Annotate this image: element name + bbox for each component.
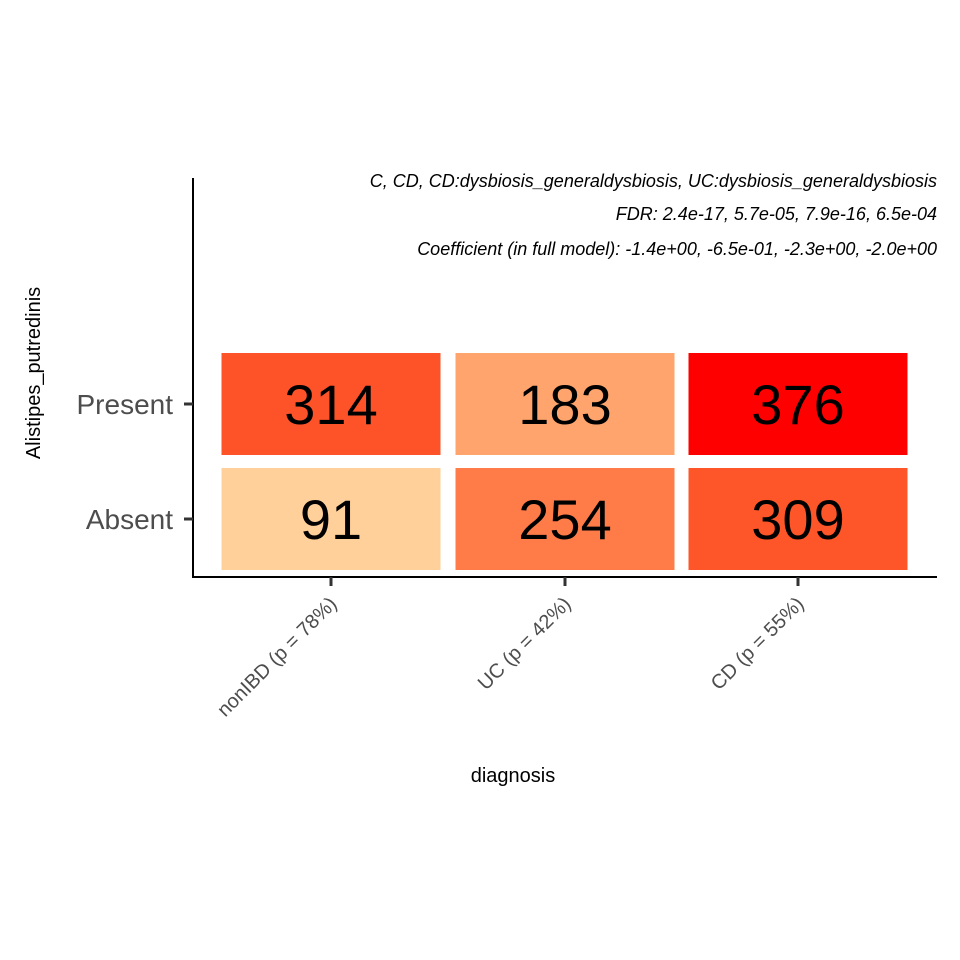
heatmap-cell-present-3 (688, 353, 908, 455)
heatmap-cell-absent-1 (221, 468, 441, 570)
cell-value-label: 254 (518, 488, 611, 551)
subtitle-line-fdr: FDR: 2.4e-17, 5.7e-05, 7.9e-16, 6.5e-04 (616, 204, 937, 224)
heatmap-cell-present-2 (455, 353, 675, 455)
y-tick-label-absent: Absent (86, 504, 173, 535)
y-axis-ticks: Present Absent (77, 389, 193, 535)
subtitle-line-terms: C, CD, CD:dysbiosis_generaldysbiosis, UC… (370, 171, 937, 191)
x-axis-title: diagnosis (471, 765, 556, 787)
heatmap-cell-absent-3 (688, 468, 908, 570)
cell-value-label: 183 (518, 373, 611, 436)
y-tick-label-present: Present (77, 389, 174, 420)
cell-value-label: 376 (751, 373, 844, 436)
heatmap-cell-present-1 (221, 353, 441, 455)
subtitle-group: C, CD, CD:dysbiosis_generaldysbiosis, UC… (370, 171, 937, 259)
cell-value-label: 309 (751, 488, 844, 551)
heatmap-cells (221, 353, 908, 570)
subtitle-line-coefficient: Coefficient (in full model): -1.4e+00, -… (417, 239, 937, 259)
heatmap-cell-labels: 314 183 376 91 254 309 (284, 373, 844, 551)
cell-value-label: 314 (284, 373, 377, 436)
heatmap-cell-absent-2 (455, 468, 675, 570)
cell-value-label: 91 (300, 488, 362, 551)
y-axis-title: Alistipes_putredinis (23, 287, 45, 459)
